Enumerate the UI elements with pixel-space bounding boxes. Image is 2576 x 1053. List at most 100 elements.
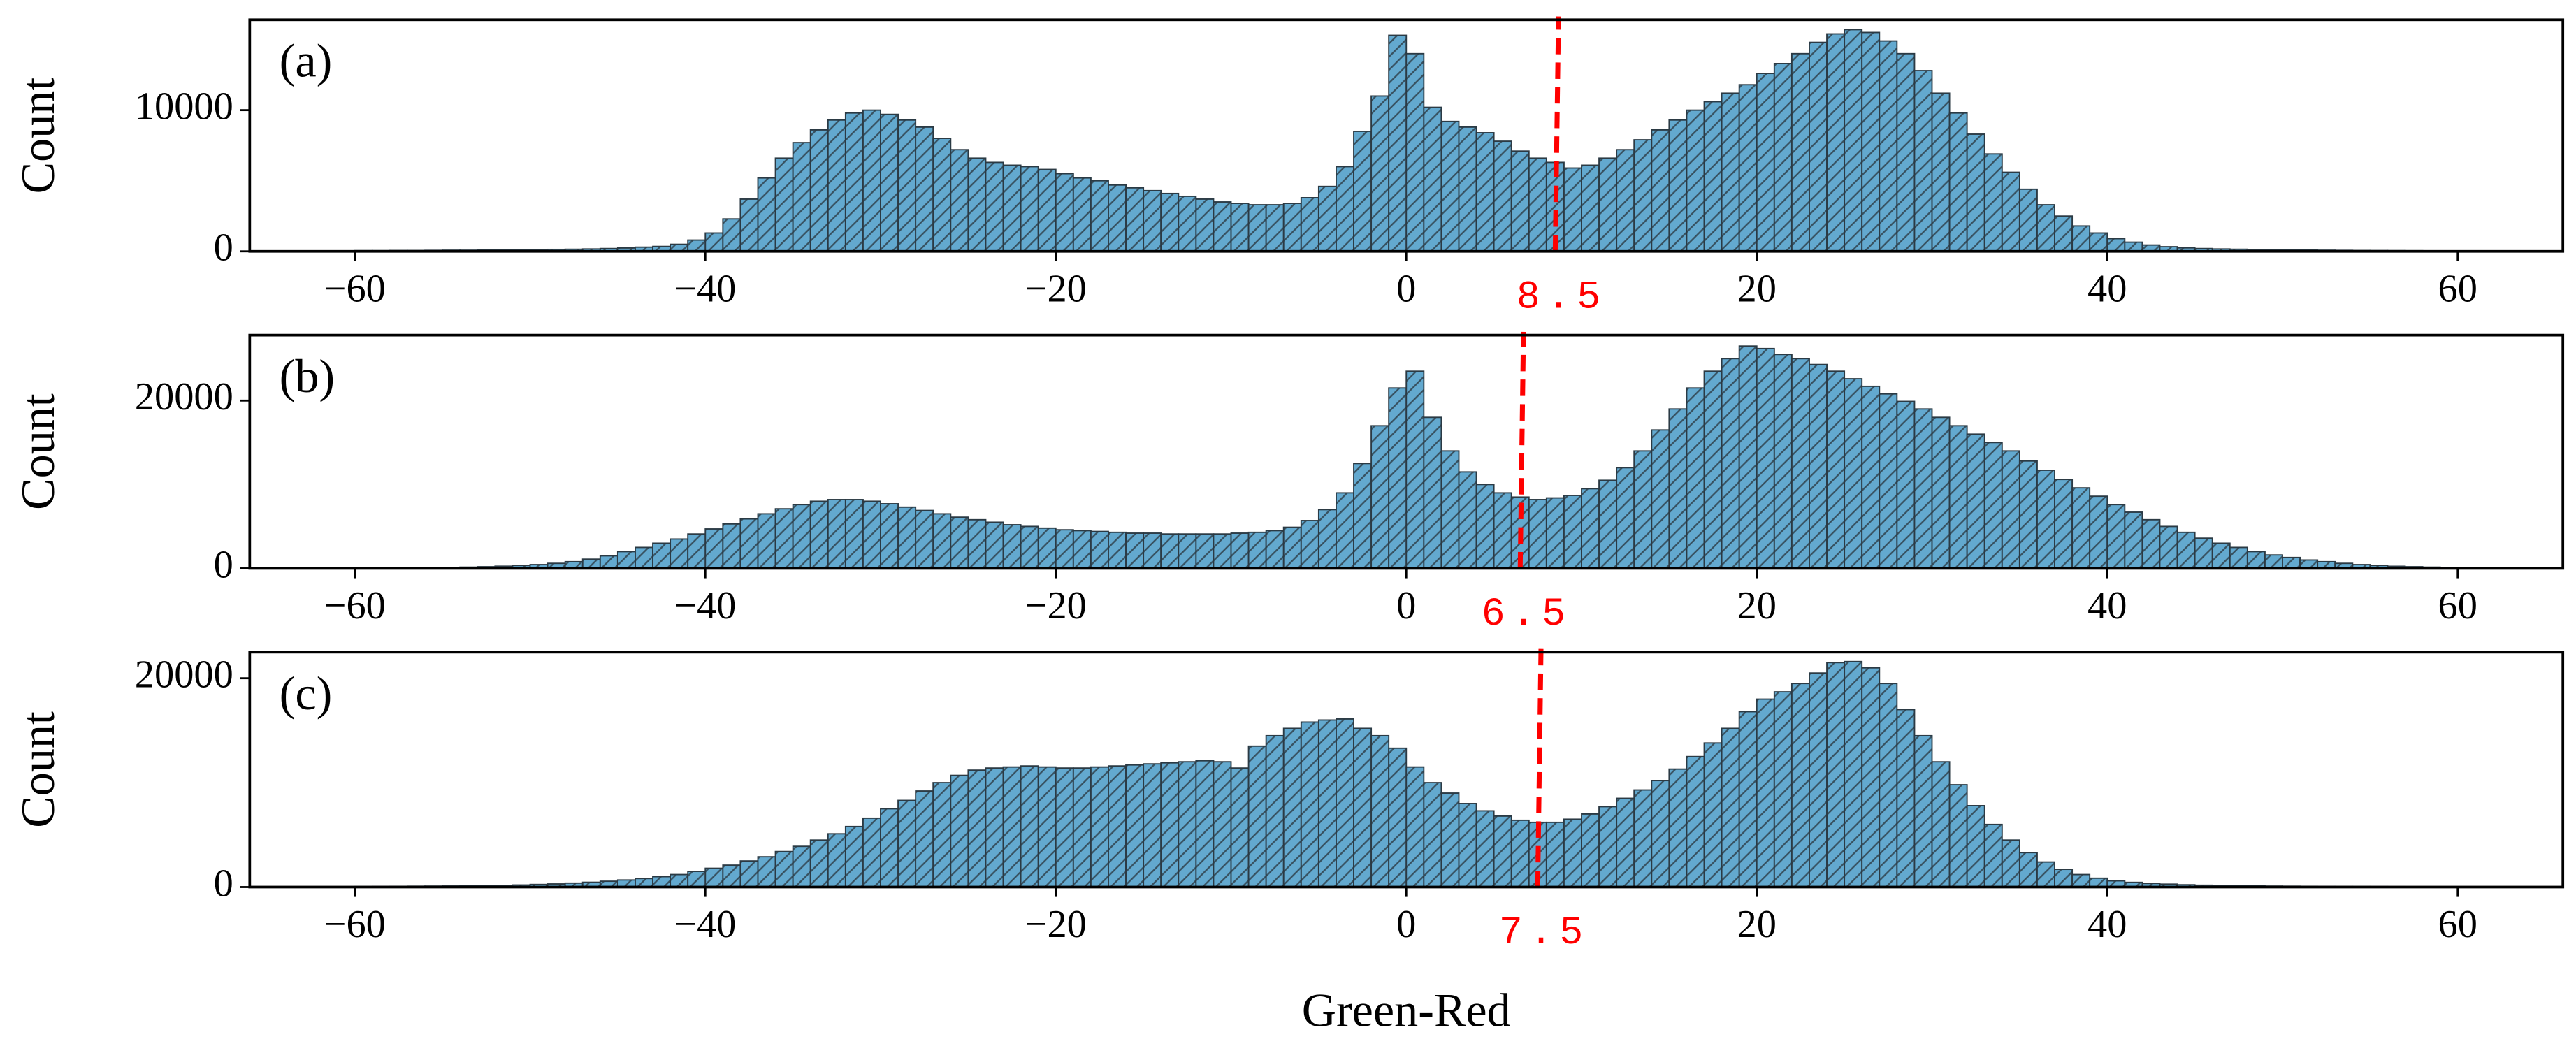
bar bbox=[722, 523, 741, 569]
bar bbox=[1913, 408, 1933, 569]
bar bbox=[1966, 133, 1985, 252]
bar bbox=[2018, 852, 2038, 888]
x-tick-label: −20 bbox=[1025, 903, 1087, 946]
y-tick-label: 10000 bbox=[135, 85, 233, 129]
bar bbox=[1300, 721, 1319, 888]
bar bbox=[967, 518, 987, 569]
bar bbox=[2229, 546, 2248, 569]
threshold-label: 7.5 bbox=[1499, 910, 1590, 955]
bar bbox=[880, 503, 899, 569]
bar bbox=[1983, 442, 2003, 569]
x-tick-label: 40 bbox=[2087, 267, 2127, 310]
bar bbox=[1195, 533, 1215, 569]
bar bbox=[652, 876, 672, 888]
bar bbox=[1861, 31, 1881, 252]
bar bbox=[1037, 527, 1057, 569]
bar bbox=[1809, 363, 1828, 569]
bar bbox=[1668, 119, 1688, 252]
bar bbox=[2176, 531, 2196, 569]
bar bbox=[1510, 150, 1530, 252]
bar bbox=[774, 157, 794, 252]
bar bbox=[2001, 171, 2020, 252]
bar bbox=[2106, 238, 2126, 252]
bar bbox=[1545, 821, 1565, 888]
bar bbox=[1983, 153, 2003, 252]
bar bbox=[827, 833, 846, 888]
bar bbox=[1616, 797, 1635, 888]
bar bbox=[1265, 530, 1285, 569]
bar bbox=[704, 867, 724, 888]
bar bbox=[1844, 29, 1863, 252]
x-tick-label: −40 bbox=[674, 267, 736, 310]
bar bbox=[1756, 73, 1775, 252]
bar bbox=[1493, 140, 1512, 252]
bar bbox=[1809, 672, 1828, 888]
x-tick-label: 60 bbox=[2438, 267, 2477, 310]
bar bbox=[1143, 189, 1162, 252]
bar bbox=[1493, 815, 1512, 888]
x-tick-label: 40 bbox=[2087, 584, 2127, 627]
bar bbox=[1388, 34, 1408, 252]
bar bbox=[1282, 526, 1302, 569]
bar bbox=[1423, 416, 1442, 569]
bar bbox=[1317, 509, 1337, 569]
bar bbox=[1703, 742, 1723, 888]
bar bbox=[1721, 358, 1740, 569]
bar bbox=[1844, 378, 1863, 569]
bar bbox=[2054, 869, 2074, 888]
bar bbox=[1072, 530, 1092, 569]
bar bbox=[862, 500, 881, 569]
bar bbox=[1317, 719, 1337, 888]
bar bbox=[1072, 177, 1092, 252]
bar bbox=[1896, 709, 1916, 888]
bar bbox=[1247, 531, 1267, 569]
bar bbox=[599, 555, 618, 569]
y-tick-label: 0 bbox=[214, 543, 233, 586]
bar bbox=[739, 860, 759, 888]
bar bbox=[1388, 747, 1408, 888]
bar bbox=[687, 239, 707, 252]
bar bbox=[1896, 400, 1916, 569]
bar bbox=[967, 157, 987, 252]
bar bbox=[1581, 164, 1600, 252]
bar bbox=[1616, 149, 1635, 252]
bar bbox=[757, 513, 776, 569]
bar bbox=[1458, 471, 1477, 569]
bar bbox=[1458, 126, 1477, 252]
bar bbox=[739, 198, 759, 252]
bar bbox=[862, 109, 881, 252]
bar bbox=[1510, 819, 1530, 888]
bar bbox=[1721, 727, 1740, 888]
bar bbox=[1353, 463, 1373, 569]
bar bbox=[950, 516, 969, 569]
bar bbox=[1336, 166, 1354, 252]
bar bbox=[2018, 188, 2038, 252]
bar bbox=[2071, 873, 2091, 888]
bar bbox=[950, 774, 969, 888]
bar bbox=[1879, 40, 1898, 252]
bar bbox=[1738, 711, 1758, 888]
bar bbox=[2001, 450, 2020, 569]
bar bbox=[1598, 479, 1618, 569]
bar bbox=[1563, 167, 1582, 252]
bar bbox=[1756, 347, 1775, 569]
bar bbox=[967, 769, 987, 888]
bar bbox=[1282, 203, 1302, 252]
bar bbox=[809, 839, 829, 888]
bar bbox=[1809, 41, 1828, 252]
bar bbox=[652, 542, 672, 569]
bar bbox=[792, 504, 811, 569]
bar bbox=[1458, 803, 1477, 888]
bar bbox=[1581, 813, 1600, 888]
x-tick-label: 60 bbox=[2438, 903, 2477, 946]
bar bbox=[1913, 734, 1933, 888]
x-tick-label: 40 bbox=[2087, 903, 2127, 946]
bar bbox=[1528, 499, 1547, 569]
bar bbox=[1247, 745, 1267, 888]
x-tick-label: 0 bbox=[1396, 267, 1416, 310]
bar bbox=[915, 509, 934, 569]
bar bbox=[1002, 164, 1022, 252]
x-axis-label: Green-Red bbox=[1302, 983, 1511, 1036]
bar bbox=[1265, 734, 1285, 888]
